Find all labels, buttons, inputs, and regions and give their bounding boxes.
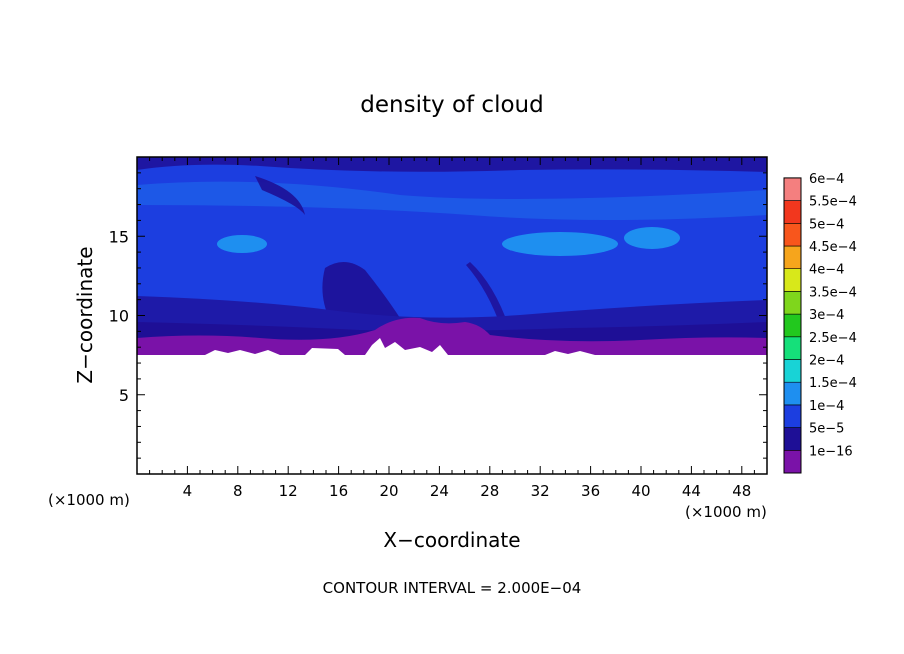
colorbar-swatch [783, 427, 802, 451]
colorbar-label: 2e−4 [809, 354, 844, 369]
colorbar-label: 1.5e−4 [809, 376, 857, 391]
colorbar-swatch [783, 449, 802, 474]
y-axis-label: Z−coordinate [73, 246, 97, 383]
x-tick-label: 44 [682, 482, 701, 500]
field-dark-streak [466, 262, 510, 330]
x-tick-label: 40 [631, 482, 650, 500]
colorbar-label: 5e−5 [809, 422, 844, 437]
colorbar-swatch [783, 336, 802, 360]
field-dark-plume [255, 176, 305, 215]
field-dark-top-band [137, 157, 767, 172]
colorbar-label: 1e−4 [809, 399, 844, 414]
field-cloud-base-edge [205, 338, 595, 355]
colorbar-swatch [783, 268, 802, 292]
x-tick-label: 12 [279, 482, 298, 500]
x-tick-label: 20 [379, 482, 398, 500]
x-tick-label: 48 [732, 482, 751, 500]
x-tick-label: 16 [329, 482, 348, 500]
field-light-streak-upper [137, 181, 767, 220]
colorbar-label: 3e−4 [809, 308, 844, 323]
x-axis-label: X−coordinate [383, 528, 520, 552]
colorbar-label: 6e−4 [809, 172, 844, 187]
x-tick-label: 4 [183, 482, 193, 500]
x-tick-label: 28 [480, 482, 499, 500]
x-tick-label: 36 [581, 482, 600, 500]
colorbar: 1e−16 5e−5 1e−4 1.5e−4 2e−4 2.5e−4 3e−4 3.5e−4 4… [783, 172, 857, 474]
colorbar-label: 2.5e−4 [809, 331, 857, 346]
colorbar-label: 4e−4 [809, 263, 844, 278]
colorbar-label: 5.5e−4 [809, 195, 857, 210]
x-unit-right: (×1000 m) [685, 503, 767, 521]
colorbar-swatch [783, 359, 802, 383]
y-tick-label: 10 [109, 307, 129, 326]
x-tick-label: 8 [233, 482, 243, 500]
x-tick-label: 32 [531, 482, 550, 500]
colorbar-swatch [783, 223, 802, 247]
field-light-blue-blob [502, 232, 618, 256]
colorbar-swatch [783, 381, 802, 406]
plot-area [137, 157, 767, 474]
x-axis: 4 8 12 16 20 24 28 32 36 40 44 48 [149, 157, 755, 500]
x-unit-left: (×1000 m) [48, 491, 130, 509]
field-light-blue-blob [624, 227, 680, 249]
colorbar-swatch [783, 200, 802, 224]
chart-title: density of cloud [360, 92, 543, 118]
field-purple-layer [137, 317, 767, 355]
colorbar-label: 4.5e−4 [809, 240, 857, 255]
field-light-blue-blob [217, 235, 267, 253]
colorbar-label: 3.5e−4 [809, 285, 857, 300]
colorbar-label: 5e−4 [809, 217, 844, 232]
colorbar-swatch [783, 245, 802, 270]
x-tick-label: 24 [430, 482, 449, 500]
field-dark-plume [322, 261, 400, 320]
y-tick-label: 15 [109, 227, 129, 246]
y-tick-label: 5 [119, 386, 129, 405]
contour-interval-note: CONTOUR INTERVAL = 2.000E−04 [323, 579, 582, 597]
colorbar-frame [783, 177, 802, 474]
y-axis: 5 10 15 [109, 172, 767, 459]
colorbar-swatch [783, 291, 802, 315]
colorbar-swatch [783, 177, 802, 201]
colorbar-label: 1e−16 [809, 444, 853, 459]
colorbar-swatch [783, 404, 802, 428]
colorbar-swatch [783, 313, 802, 338]
field-cloud-free [137, 355, 767, 474]
